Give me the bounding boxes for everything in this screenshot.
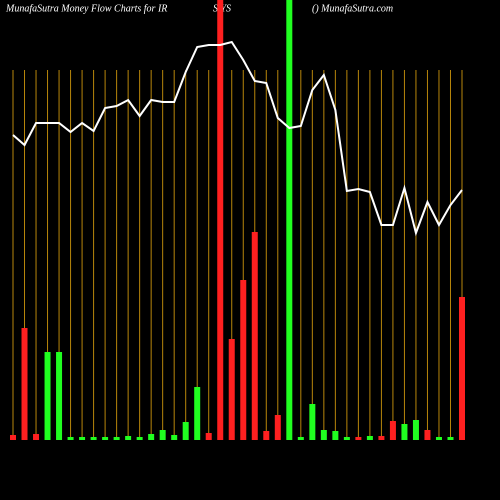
bar (136, 437, 143, 440)
bar (320, 430, 327, 440)
bar (366, 436, 373, 440)
bar (355, 437, 362, 440)
bar (343, 437, 350, 440)
bar (90, 437, 97, 440)
bar (435, 437, 442, 440)
bar (44, 352, 51, 440)
bar (447, 437, 454, 440)
bar (102, 437, 109, 440)
bar (309, 404, 316, 440)
bar (217, 0, 224, 440)
bar (412, 420, 419, 440)
bar (401, 424, 408, 440)
bar (159, 430, 166, 440)
bar (113, 437, 120, 440)
bar (459, 297, 465, 440)
bar (263, 431, 270, 440)
bar (67, 437, 74, 440)
bar (56, 352, 63, 440)
bar (286, 0, 293, 440)
bar (171, 435, 178, 440)
bar (378, 436, 385, 440)
bar (332, 431, 339, 440)
bar (240, 280, 247, 440)
bar (10, 435, 16, 440)
bar (389, 421, 396, 440)
source: () MunafaSutra.com (312, 3, 393, 14)
bar (79, 437, 86, 440)
bar (424, 430, 431, 440)
bar (148, 434, 155, 440)
bar (297, 437, 304, 440)
bar (21, 328, 28, 440)
bar (33, 434, 40, 440)
bar (205, 433, 212, 440)
bar (274, 415, 281, 440)
bar (228, 339, 235, 440)
bar (194, 387, 201, 440)
chart-title: MunafaSutra Money Flow Charts for IR (5, 3, 167, 14)
bar (125, 436, 132, 440)
price-line (12, 40, 463, 237)
bar (251, 232, 258, 440)
bar (182, 422, 189, 440)
